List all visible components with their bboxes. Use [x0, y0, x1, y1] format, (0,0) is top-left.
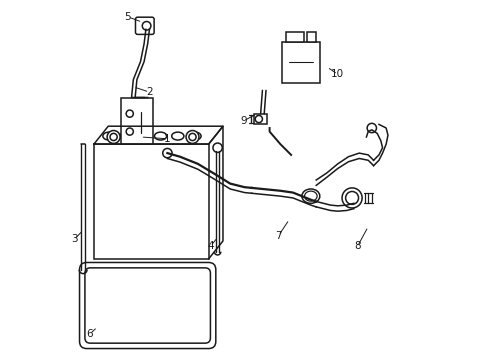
Ellipse shape: [304, 191, 317, 201]
Ellipse shape: [102, 132, 115, 140]
Bar: [286, 32, 303, 42]
Ellipse shape: [188, 132, 201, 140]
Text: 8: 8: [353, 241, 360, 251]
Circle shape: [110, 134, 117, 140]
Ellipse shape: [154, 132, 166, 140]
Circle shape: [107, 131, 120, 143]
FancyBboxPatch shape: [85, 268, 210, 343]
Circle shape: [142, 22, 151, 30]
Ellipse shape: [171, 132, 183, 140]
Bar: [254, 114, 266, 125]
Text: 9: 9: [240, 116, 246, 126]
Ellipse shape: [301, 189, 319, 203]
Text: 10: 10: [330, 69, 344, 79]
Circle shape: [188, 134, 196, 140]
Text: 5: 5: [124, 12, 131, 22]
Circle shape: [345, 192, 358, 204]
Bar: [282, 42, 319, 83]
Bar: [94, 144, 208, 259]
Circle shape: [341, 188, 362, 208]
Circle shape: [212, 143, 222, 152]
Text: 7: 7: [275, 231, 281, 240]
Text: 6: 6: [86, 329, 93, 339]
Circle shape: [255, 116, 262, 123]
Circle shape: [163, 148, 172, 158]
Circle shape: [366, 123, 376, 133]
Text: 3: 3: [71, 234, 78, 244]
Bar: [121, 98, 153, 144]
Text: 2: 2: [146, 87, 152, 97]
Circle shape: [126, 128, 133, 135]
Bar: [306, 32, 315, 42]
FancyBboxPatch shape: [80, 262, 215, 348]
Ellipse shape: [120, 132, 132, 140]
Circle shape: [185, 131, 199, 143]
Text: 1: 1: [164, 134, 170, 144]
FancyBboxPatch shape: [135, 17, 154, 35]
Ellipse shape: [137, 132, 149, 140]
Circle shape: [126, 110, 133, 117]
Text: 4: 4: [207, 241, 213, 251]
